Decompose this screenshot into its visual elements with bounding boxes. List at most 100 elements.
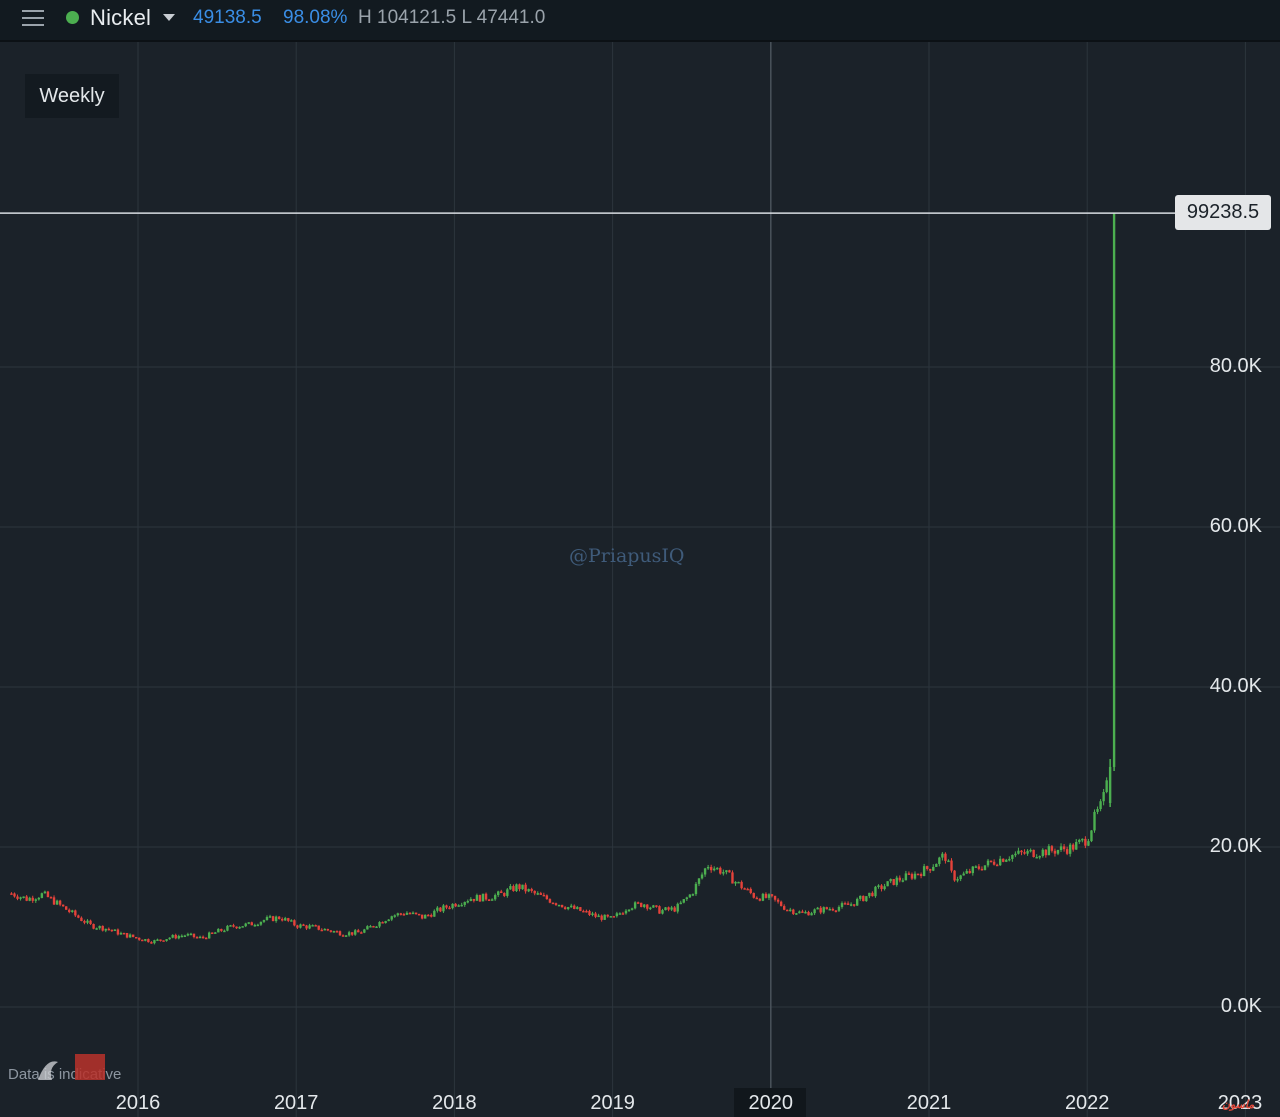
candle-body	[89, 920, 92, 924]
candle-body	[247, 922, 250, 924]
price-chart[interactable]	[0, 42, 1280, 1117]
candle-body	[1072, 844, 1075, 850]
candle-body	[113, 929, 117, 932]
candle-body	[1026, 850, 1029, 854]
y-tick-label: 40.0K	[1209, 675, 1262, 697]
candle-body	[457, 905, 460, 907]
candle-body	[451, 903, 454, 909]
candle-body	[716, 867, 719, 870]
candle-body	[1047, 846, 1051, 856]
candle-body	[767, 894, 771, 898]
candle-body	[43, 891, 47, 894]
candle-body	[859, 895, 862, 899]
candle-body	[980, 868, 984, 871]
candle-body	[19, 897, 22, 899]
candle-body	[865, 896, 868, 902]
candle-body	[1044, 849, 1048, 856]
candle-body	[323, 928, 326, 931]
candle-body	[901, 880, 905, 882]
candle-body	[551, 902, 555, 905]
candle-body	[347, 932, 351, 936]
candle-body	[743, 888, 746, 890]
candle-body	[563, 907, 567, 910]
candle-body	[503, 893, 506, 896]
percent-change: 98.08%	[283, 7, 348, 28]
candle-body	[892, 879, 895, 885]
x-tick-label: 2022	[1064, 1092, 1110, 1114]
candle-body	[445, 905, 448, 908]
candle-body	[1032, 849, 1035, 858]
candle-body	[430, 914, 433, 917]
corner-logo-text: ماسون	[1222, 1099, 1255, 1111]
candle-body	[995, 864, 999, 867]
candle-body	[259, 921, 263, 925]
candle-body	[986, 860, 990, 866]
candle-body	[165, 939, 168, 941]
candle-body	[1056, 850, 1060, 854]
candle-body	[290, 920, 293, 922]
candle-body	[1053, 850, 1057, 854]
candle-body	[201, 936, 205, 939]
candle-body	[956, 879, 959, 881]
candle-body	[801, 911, 804, 913]
candle-body	[941, 853, 944, 858]
candle-body	[950, 860, 953, 871]
candle-body	[703, 868, 707, 875]
candle-body	[609, 916, 612, 918]
candle-body	[34, 899, 37, 901]
candle-body	[521, 884, 524, 890]
candle-body	[603, 914, 606, 920]
symbol-dropdown-icon[interactable]	[163, 14, 175, 21]
candle-body	[131, 934, 135, 937]
candle-body	[305, 925, 308, 929]
hamburger-menu-icon[interactable]	[22, 10, 46, 28]
candle-body	[189, 933, 193, 936]
candle-body	[128, 934, 132, 938]
candle-body	[706, 866, 710, 869]
candle-body	[287, 918, 290, 921]
candle-body	[636, 902, 640, 904]
candle-body	[792, 909, 795, 914]
candle-body	[329, 930, 333, 932]
candle-body	[46, 891, 50, 898]
candle-body	[807, 911, 810, 916]
period-selector[interactable]: Weekly	[25, 74, 119, 118]
candle-body	[1062, 846, 1066, 850]
candle-body	[469, 898, 473, 902]
candle-body	[530, 889, 533, 891]
candle-body	[186, 934, 190, 936]
candle-body	[31, 897, 34, 901]
candle-body	[229, 925, 232, 927]
candle-body	[773, 895, 777, 900]
candle-body	[594, 913, 597, 917]
last-price: 49138.5	[193, 7, 262, 28]
candle-body	[731, 872, 734, 884]
candle-body	[341, 935, 345, 937]
candle-body	[16, 896, 19, 899]
candle-body	[40, 893, 44, 898]
candle-body	[256, 924, 260, 927]
candle-body	[709, 866, 713, 871]
candle-body	[700, 874, 704, 879]
candle-body	[849, 904, 853, 906]
candle-body	[250, 922, 253, 926]
candle-body	[1090, 830, 1093, 842]
candle-body	[840, 903, 844, 907]
symbol-name[interactable]: Nickel	[90, 5, 152, 30]
candle-body	[86, 920, 89, 923]
candle-body	[138, 937, 141, 940]
candle-body	[782, 906, 786, 910]
candle-body	[366, 926, 369, 930]
candle-body	[932, 866, 935, 871]
candle-body	[125, 932, 129, 938]
candle-body	[582, 910, 585, 913]
candle-body	[110, 929, 114, 932]
candle-body	[427, 914, 430, 917]
candle-body	[344, 935, 348, 937]
candle-body	[265, 917, 269, 921]
candle-body	[442, 905, 445, 912]
candle-body	[217, 928, 220, 933]
candle-body	[1084, 838, 1087, 846]
candle-body	[713, 868, 716, 871]
